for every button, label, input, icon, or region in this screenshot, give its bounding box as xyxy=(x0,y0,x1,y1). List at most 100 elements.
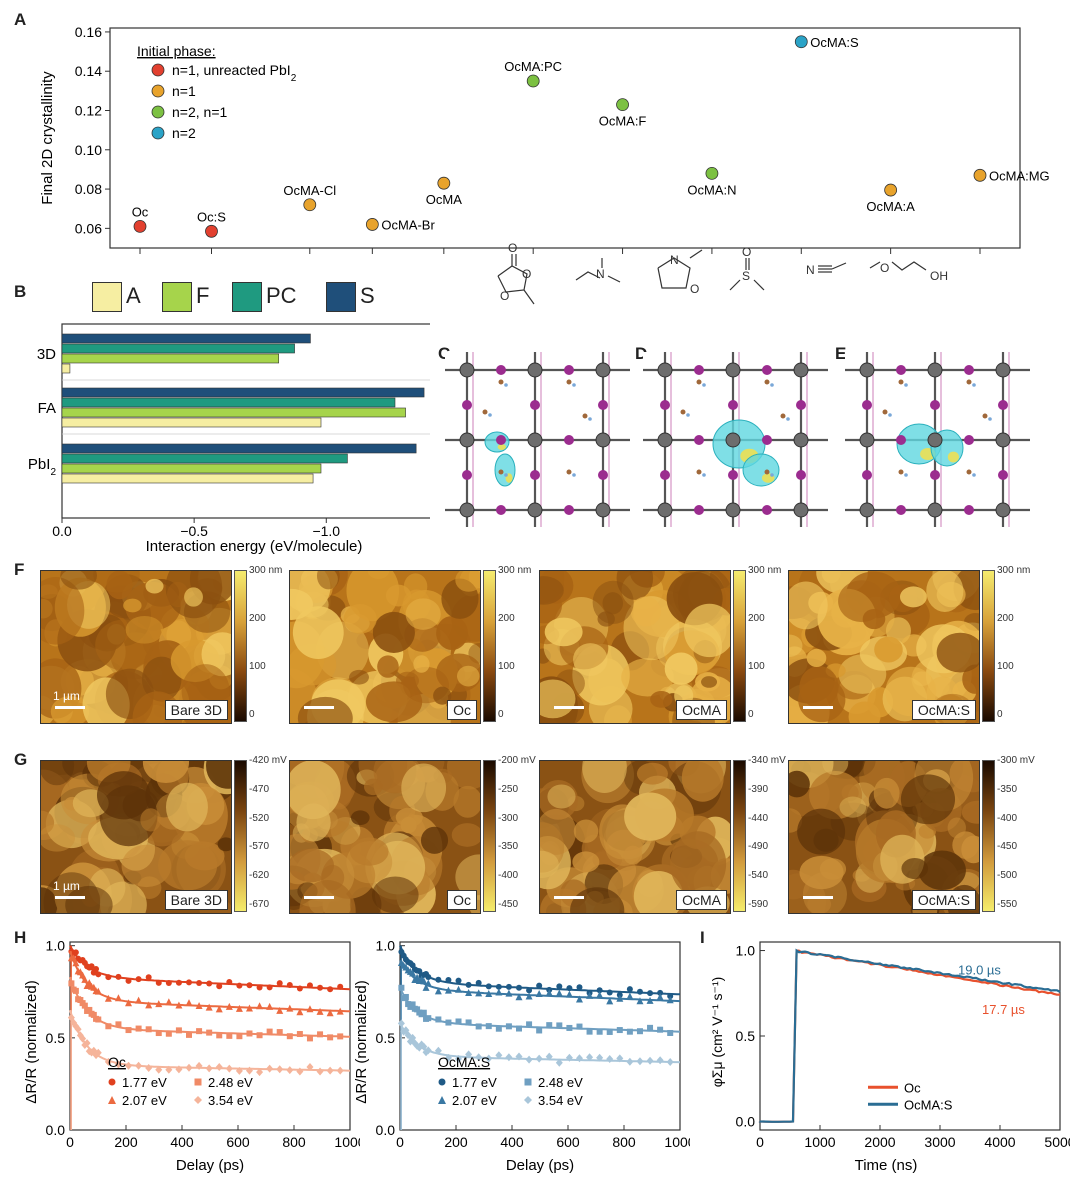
iodide-atom xyxy=(728,470,738,480)
colorbar-tick-label: -390 xyxy=(748,783,769,795)
data-point xyxy=(536,982,543,989)
iodide-atom xyxy=(564,505,574,515)
colorbar xyxy=(733,760,746,912)
data-point xyxy=(420,1009,427,1016)
data-point xyxy=(397,1019,405,1028)
data-point xyxy=(424,979,432,987)
legend-label: n=2 xyxy=(172,125,196,141)
grain xyxy=(41,577,85,645)
data-point xyxy=(215,1063,223,1072)
data-point xyxy=(525,1055,533,1064)
data-point-label: OcMA-Br xyxy=(381,217,435,232)
data-point xyxy=(475,989,483,997)
data-point xyxy=(465,1050,473,1059)
pb-atom xyxy=(527,362,543,378)
data-point xyxy=(409,1033,417,1042)
data-point xyxy=(155,1000,163,1008)
data-point xyxy=(420,1042,428,1051)
grain xyxy=(570,887,625,913)
grain xyxy=(420,826,449,854)
colorbar-tick-label: -520 xyxy=(249,812,270,824)
data-point xyxy=(104,1057,112,1066)
data-point xyxy=(286,1033,293,1040)
data-point xyxy=(256,984,263,991)
data-point xyxy=(276,1029,283,1036)
colorbar-tick-label: 300 nm xyxy=(997,565,1031,576)
legend-label: 3.54 eV xyxy=(208,1093,253,1108)
y-tick-label: 0.0 xyxy=(46,1122,66,1138)
pb-atom xyxy=(657,432,673,448)
grain xyxy=(158,840,218,891)
panel-a-legend-title: Initial phase: xyxy=(137,43,216,59)
pb-atom xyxy=(595,432,611,448)
colorbar-tick-label: -440 xyxy=(748,812,769,824)
microscopy-tile: OcMA:S xyxy=(788,760,980,914)
grain xyxy=(573,819,599,843)
panel-h-oc-decay-chart: ΔR/R (normalized) Delay (ps) 0 200 400 600 8… xyxy=(23,938,360,1174)
pb-atom xyxy=(995,362,1011,378)
legend-swatch xyxy=(92,282,122,312)
data-point xyxy=(266,1064,274,1073)
data-point xyxy=(626,1028,633,1035)
colorbar-tick-label: -250 xyxy=(498,783,519,795)
grain xyxy=(123,598,142,613)
data-point xyxy=(327,1034,334,1041)
scale-bar xyxy=(304,896,334,899)
iodide-atom xyxy=(694,365,704,375)
data-point xyxy=(205,1003,213,1011)
y-tick-label: 0.0 xyxy=(736,1113,756,1129)
iodide-atom xyxy=(964,365,974,375)
organic-molecule-atom xyxy=(780,413,786,419)
grain xyxy=(453,785,480,818)
colorbar-tick-label: -400 xyxy=(997,812,1018,824)
data-point xyxy=(266,1028,273,1035)
grain xyxy=(297,696,353,723)
data-point xyxy=(175,1065,183,1074)
grain xyxy=(290,761,341,820)
grain xyxy=(701,676,718,688)
colorbar-tick-label: -350 xyxy=(997,783,1018,795)
grain xyxy=(670,831,727,897)
legend-label: n=1, unreacted PbI2 xyxy=(172,62,297,84)
grain xyxy=(367,571,390,579)
grain xyxy=(457,665,480,687)
data-point xyxy=(225,1064,233,1073)
grain xyxy=(900,774,956,825)
legend-label: 2.48 eV xyxy=(538,1075,583,1090)
grain xyxy=(372,611,415,653)
data-point xyxy=(185,999,193,1007)
grain xyxy=(664,652,698,685)
scale-bar xyxy=(554,706,584,709)
grain xyxy=(947,817,966,839)
scale-bar xyxy=(55,896,85,899)
panel-h-y-axis-label: ΔR/R (normalized) xyxy=(353,980,370,1103)
data-point xyxy=(145,974,152,981)
pb-atom xyxy=(793,432,809,448)
microscopy-tile: Bare 3D 1 µm xyxy=(40,760,232,914)
data-point xyxy=(455,985,463,993)
y-tick-label: 0.06 xyxy=(75,220,102,236)
scale-bar xyxy=(803,896,833,899)
data-point xyxy=(794,35,808,49)
y-tick-label: 0.12 xyxy=(75,103,102,119)
iodide-atom xyxy=(964,505,974,515)
panel-b-bars xyxy=(61,333,430,484)
data-point xyxy=(526,74,540,88)
data-point xyxy=(266,984,273,991)
image-tag: OcMA xyxy=(676,890,727,910)
grain xyxy=(50,696,90,723)
y-tick-label: 1.0 xyxy=(736,943,756,959)
iodide-atom xyxy=(564,365,574,375)
data-point xyxy=(266,1002,274,1010)
y-tick-label: 0.5 xyxy=(376,1030,396,1046)
data-point xyxy=(596,991,604,999)
data-point xyxy=(884,183,898,197)
data-point xyxy=(606,1028,613,1035)
data-point xyxy=(195,1061,203,1070)
data-point xyxy=(422,1048,430,1057)
grain xyxy=(455,571,480,592)
iodide-atom xyxy=(496,435,506,445)
panel-h-y-axis-label: ΔR/R (normalized) xyxy=(23,980,40,1103)
grain xyxy=(807,894,832,913)
data-point xyxy=(186,1031,192,1038)
